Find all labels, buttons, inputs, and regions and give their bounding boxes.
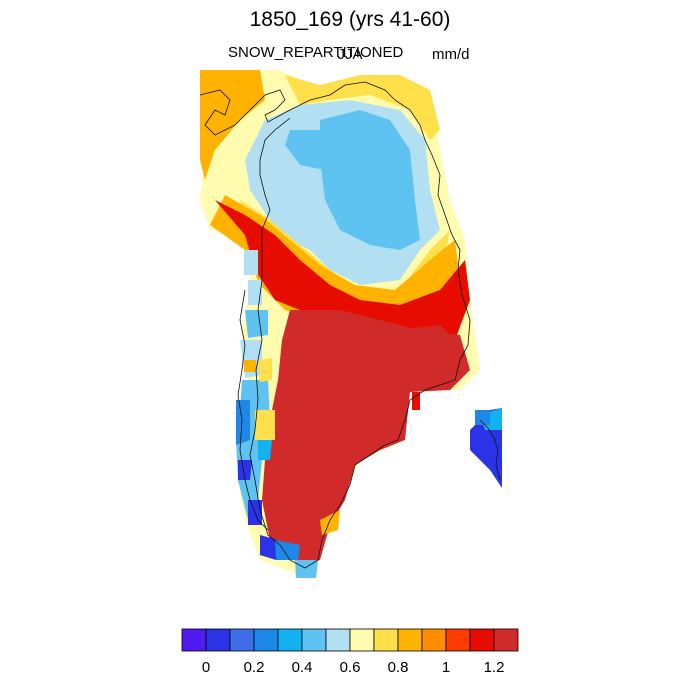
map-region [320, 110, 420, 250]
colorbar-tick-label: 0.6 [340, 659, 361, 676]
map-region [475, 410, 490, 425]
units-label: mm/d [432, 46, 470, 63]
page-title: 1850_169 (yrs 41-60) [249, 8, 451, 31]
colorbar-tick-label: 1.2 [484, 659, 505, 676]
map-region [238, 460, 252, 480]
map-region [255, 410, 275, 440]
colorbar-swatch [445, 628, 471, 652]
colorbar-swatch [469, 628, 495, 652]
map-region [258, 358, 272, 382]
colorbar-swatch [349, 628, 375, 652]
map-region [215, 200, 470, 340]
map-region [285, 75, 440, 140]
colorbar-swatch [181, 628, 207, 652]
map-region [245, 310, 268, 338]
colorbar-swatch [277, 628, 303, 652]
colorbar-swatch [325, 628, 351, 652]
colorbar-swatch [229, 628, 255, 652]
map-region [244, 360, 256, 372]
colorbar-swatch [373, 628, 399, 652]
map-region [200, 70, 265, 180]
colorbar-tick-label: 0.4 [292, 659, 313, 676]
colorbar-swatch [253, 628, 279, 652]
colorbar-tick-label: 0.2 [244, 659, 265, 676]
colorbar-swatch [493, 628, 519, 652]
map-region [210, 195, 460, 335]
coastline [479, 419, 501, 481]
season-label: JJA [337, 46, 363, 63]
map-region [236, 400, 250, 445]
colorbar-tick-label: 1 [442, 659, 450, 676]
map-region [248, 280, 262, 305]
variable-label: SNOW_REPARTITIONED [228, 44, 404, 61]
colorbar-tick-label: 0.8 [388, 659, 409, 676]
map-region [320, 510, 340, 535]
colorbar-swatch [205, 628, 231, 652]
map-region [350, 325, 460, 365]
map-region [295, 560, 318, 578]
coastline [199, 81, 471, 569]
colorbar-swatch [301, 628, 327, 652]
colorbar-swatch [421, 628, 447, 652]
map-region [262, 310, 470, 565]
colorbar-swatch [397, 628, 423, 652]
map-region [285, 130, 325, 170]
map-region [275, 540, 300, 560]
coastline [237, 289, 269, 531]
map-region [412, 392, 420, 410]
map-region [244, 250, 258, 275]
colorbar-tick-label: 0 [202, 659, 210, 676]
map-region [260, 535, 278, 560]
map-region [258, 440, 272, 460]
